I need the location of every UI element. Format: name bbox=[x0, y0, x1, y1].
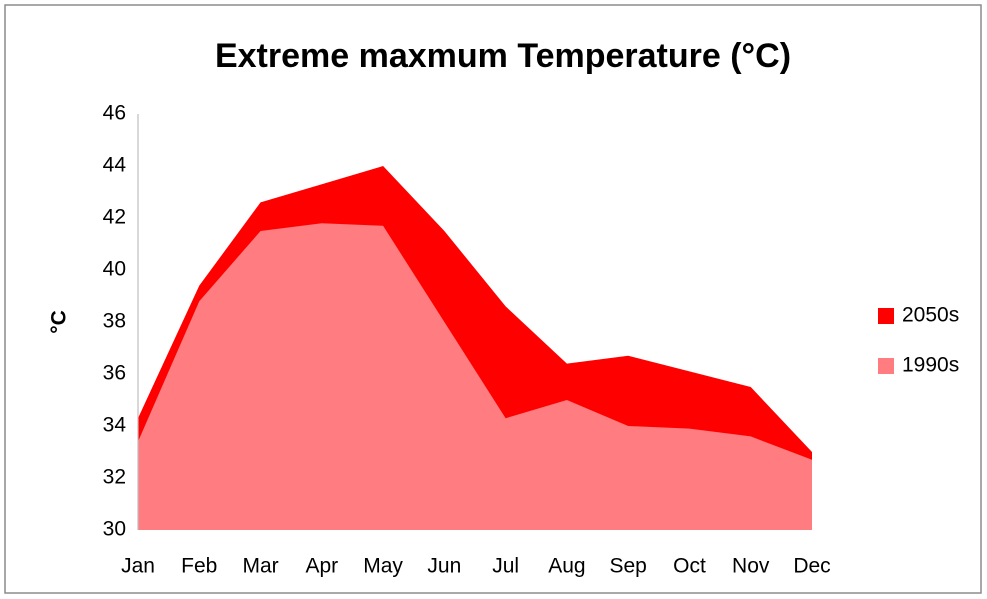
y-tick-label: 44 bbox=[103, 154, 127, 177]
x-tick-label: Feb bbox=[181, 555, 217, 578]
y-tick-label: 36 bbox=[103, 362, 126, 385]
x-tick-label: Jun bbox=[427, 555, 461, 578]
y-tick-label: 30 bbox=[103, 518, 126, 541]
x-tick-label: May bbox=[363, 555, 403, 578]
area bbox=[138, 223, 812, 530]
x-tick-label: Jul bbox=[492, 555, 519, 578]
y-tick-label: 40 bbox=[103, 258, 126, 281]
y-tick-label: 34 bbox=[103, 414, 127, 437]
legend-label: 2050s bbox=[902, 304, 959, 327]
y-tick-label: 32 bbox=[103, 466, 126, 489]
x-tick-label: Oct bbox=[673, 555, 706, 578]
x-tick-label: Sep bbox=[609, 555, 646, 578]
legend-swatch bbox=[878, 308, 894, 324]
x-tick-label: Mar bbox=[242, 555, 278, 578]
legend-swatch bbox=[878, 358, 894, 374]
y-axis-label: °C bbox=[48, 310, 71, 334]
legend-label: 1990s bbox=[902, 354, 959, 377]
x-tick-label: Nov bbox=[732, 555, 770, 578]
x-tick-label: Jan bbox=[121, 555, 155, 578]
y-tick-label: 46 bbox=[103, 102, 126, 125]
chart-title: Extreme maxmum Temperature (°C) bbox=[215, 37, 791, 75]
x-tick-label: Aug bbox=[548, 555, 585, 578]
y-tick-label: 38 bbox=[103, 310, 126, 333]
x-tick-label: Dec bbox=[793, 555, 830, 578]
y-tick-label: 42 bbox=[103, 206, 126, 229]
x-tick-label: Apr bbox=[305, 555, 338, 578]
